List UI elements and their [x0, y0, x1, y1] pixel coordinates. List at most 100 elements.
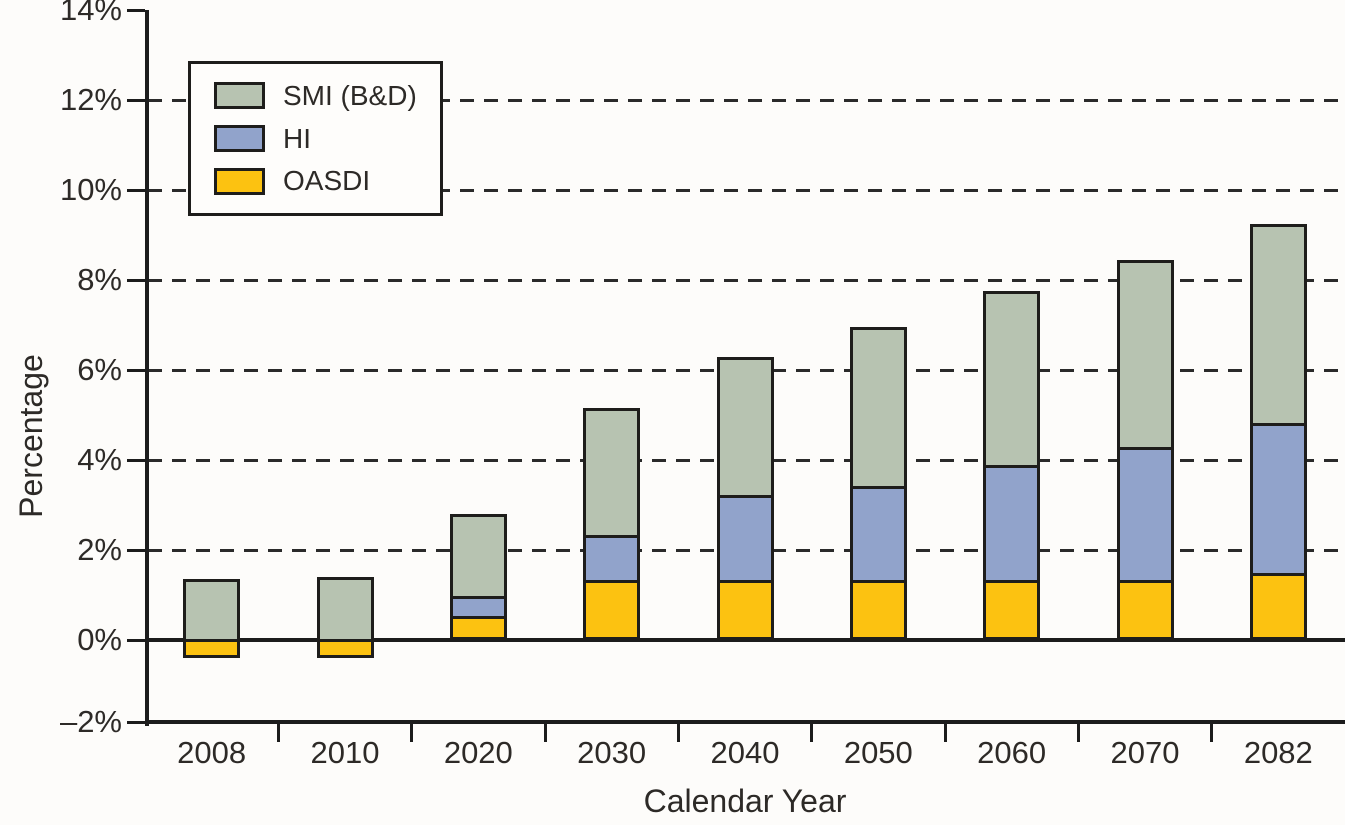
bar-outline: [316, 577, 374, 658]
legend-label-smi: SMI (B&D): [283, 79, 417, 111]
legend-label-oasdi: OASDI: [283, 165, 371, 197]
legend-item-oasdi: OASDI: [214, 166, 432, 196]
bar-segment-oasdi: [449, 617, 507, 640]
bar-outline: [849, 327, 907, 640]
bar-segment-oasdi: [583, 581, 641, 640]
bar-outline: [583, 408, 641, 640]
bar-segment-hi: [716, 496, 774, 582]
bar-segment-oasdi: [183, 640, 241, 658]
y-tick-label: 2%: [77, 532, 122, 567]
x-tick-label: 2050: [843, 735, 913, 770]
bar-segment-smi-b-d-: [983, 291, 1041, 467]
y-axis-tick: [127, 638, 145, 642]
y-tick-label: 14%: [59, 0, 122, 27]
x-axis-line: [145, 720, 1345, 724]
y-axis-tick: [127, 368, 145, 372]
y-tick-label: –2%: [59, 704, 122, 739]
x-tick-label: 2008: [177, 735, 247, 770]
bar-divider: [183, 638, 241, 642]
bar-outline: [183, 579, 241, 658]
legend-label-hi: HI: [283, 122, 311, 154]
x-tick-label: 2030: [577, 735, 647, 770]
y-tick-label: 12%: [59, 82, 122, 117]
bar-divider: [849, 485, 907, 489]
x-tick-label: 2040: [710, 735, 780, 770]
bar-segment-oasdi: [1116, 581, 1174, 640]
legend-item-hi: HI: [214, 122, 432, 154]
y-tick-label: 8%: [77, 262, 122, 297]
bar-segment-hi: [449, 597, 507, 618]
bar-segment-smi-b-d-: [449, 514, 507, 598]
y-tick-label: 10%: [59, 172, 122, 207]
bar-segment-smi-b-d-: [1116, 259, 1174, 449]
bar-divider: [583, 580, 641, 583]
smi-swatch-icon: [214, 82, 265, 110]
bar-segment-smi-b-d-: [183, 579, 241, 640]
bar-segment-smi-b-d-: [316, 577, 374, 640]
bar-segment-oasdi: [849, 581, 907, 640]
x-axis-tick: [1210, 724, 1214, 742]
y-axis-tick: [127, 8, 145, 12]
x-axis-tick: [676, 724, 680, 742]
y-axis-tick: [127, 278, 145, 282]
x-axis-tick: [543, 724, 547, 742]
y-tick-label: 4%: [77, 442, 122, 477]
bar-divider: [849, 580, 907, 583]
bar-segment-hi: [1116, 448, 1174, 582]
bar-segment-oasdi: [316, 640, 374, 658]
bar-segment-hi: [583, 536, 641, 582]
x-axis-tick: [1076, 724, 1080, 742]
bar-divider: [983, 580, 1041, 583]
y-axis-line: [145, 10, 149, 726]
hi-swatch-icon: [214, 125, 265, 152]
x-axis-tick: [810, 724, 814, 742]
legend-item-smi: SMI (B&D): [214, 79, 432, 111]
y-axis-tick: [127, 98, 145, 102]
y-axis-tick: [127, 458, 145, 462]
x-axis-title: Calendar Year: [643, 783, 847, 819]
bar-divider: [449, 595, 507, 599]
x-tick-label: 2070: [1110, 735, 1180, 770]
bar-divider: [983, 465, 1041, 469]
x-axis-tick: [276, 724, 280, 742]
bar-outline: [716, 356, 774, 640]
y-axis-tick: [127, 548, 145, 552]
y-tick-label: 6%: [77, 352, 122, 387]
bar-segment-hi: [849, 487, 907, 582]
bar-segment-oasdi: [1249, 574, 1307, 640]
bar-divider: [316, 638, 374, 642]
x-tick-label: 2010: [310, 735, 380, 770]
gridline: [148, 98, 1345, 102]
y-axis-tick: [127, 720, 145, 724]
bar-divider: [716, 494, 774, 498]
bar-segment-smi-b-d-: [849, 327, 907, 487]
bar-outline: [1249, 223, 1307, 640]
oasdi-swatch-icon: [214, 167, 265, 195]
gridline: [148, 188, 1345, 192]
bar-divider: [716, 580, 774, 583]
gridline: [148, 278, 1345, 282]
bar-divider: [1249, 573, 1307, 577]
bar-divider: [449, 616, 507, 619]
bar-segment-hi: [1249, 424, 1307, 575]
bar-divider: [1116, 580, 1174, 583]
bar-segment-smi-b-d-: [583, 408, 641, 537]
x-axis-tick: [943, 724, 947, 742]
bar-segment-hi: [983, 466, 1041, 582]
bar-divider: [1249, 422, 1307, 426]
y-tick-label: 0%: [77, 622, 122, 657]
bar-outline: [983, 291, 1041, 640]
bar-outline: [1116, 259, 1174, 640]
bar-divider: [583, 535, 641, 538]
zero-line: [145, 638, 1345, 642]
bar-segment-smi-b-d-: [1249, 223, 1307, 424]
x-tick-label: 2060: [977, 735, 1047, 770]
bar-divider: [1116, 447, 1174, 451]
x-tick-label: 2020: [443, 735, 513, 770]
bar-segment-oasdi: [983, 581, 1041, 640]
bar-segment-smi-b-d-: [716, 356, 774, 496]
legend: SMI (B&D) HI OASDI: [188, 61, 443, 216]
bar-outline: [449, 514, 507, 640]
